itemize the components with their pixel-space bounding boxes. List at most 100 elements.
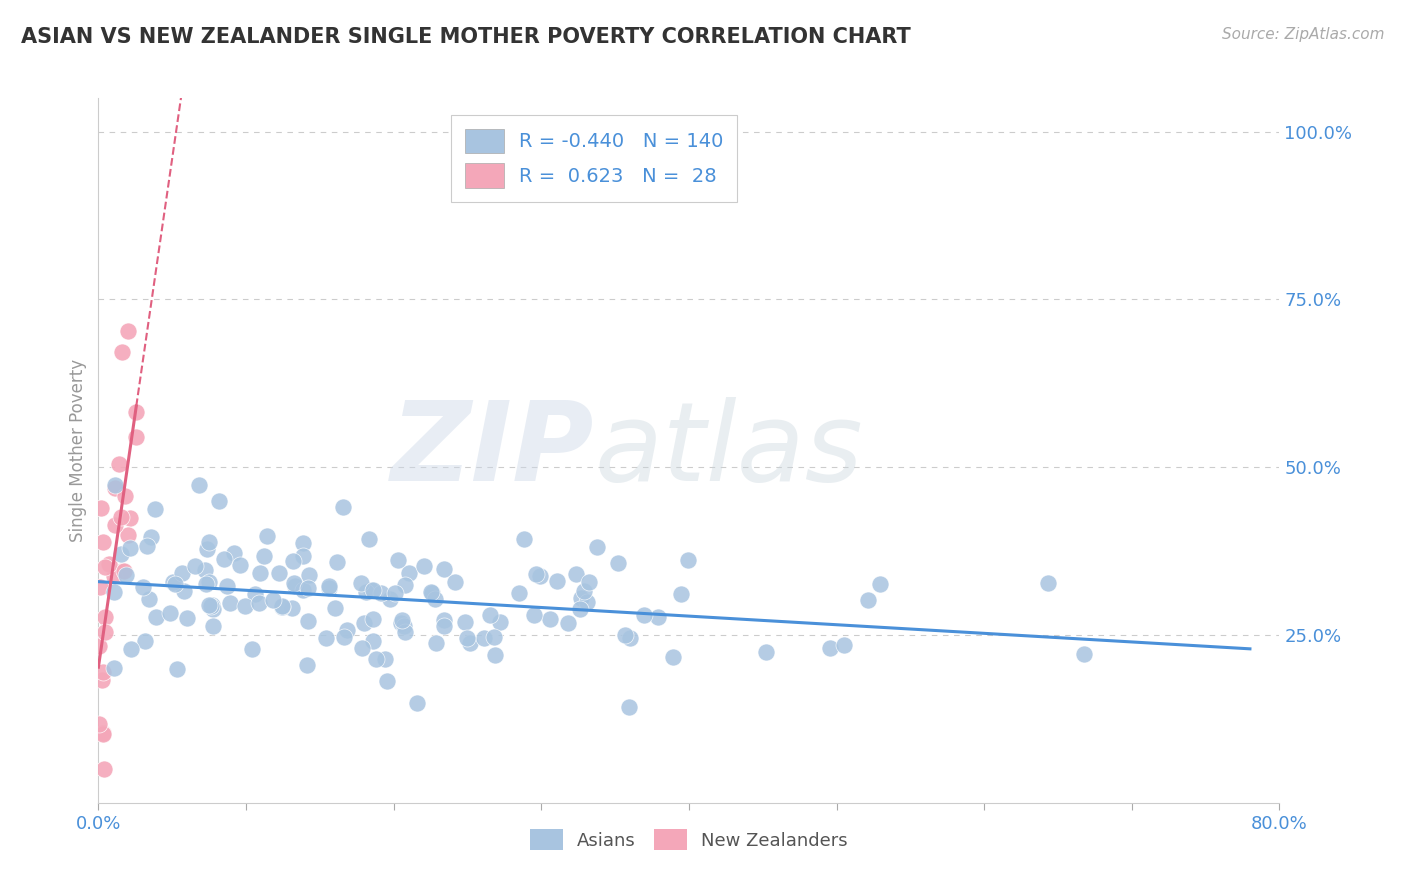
Point: [120, 641, 142, 656]
Point: [297, 581, 319, 595]
Point: [425, 636, 447, 650]
Point: [295, 658, 318, 673]
Point: [125, 405, 148, 419]
Text: Source: ZipAtlas.com: Source: ZipAtlas.com: [1222, 27, 1385, 42]
Point: [269, 566, 291, 581]
Point: [586, 541, 609, 555]
Point: [755, 645, 778, 659]
Point: [270, 599, 292, 613]
Point: [619, 632, 641, 646]
Point: [134, 633, 156, 648]
Point: [387, 552, 409, 566]
Point: [284, 579, 307, 593]
Point: [224, 545, 246, 559]
Point: [91, 673, 114, 687]
Point: [103, 569, 125, 583]
Point: [363, 612, 385, 626]
Point: [166, 662, 188, 676]
Point: [145, 610, 167, 624]
Point: [103, 661, 125, 675]
Point: [159, 606, 181, 620]
Point: [143, 502, 166, 516]
Point: [332, 630, 354, 644]
Text: ASIAN VS NEW ZEALANDER SINGLE MOTHER POVERTY CORRELATION CHART: ASIAN VS NEW ZEALANDER SINGLE MOTHER POV…: [21, 27, 911, 46]
Text: atlas: atlas: [595, 397, 863, 504]
Point: [572, 584, 595, 599]
Point: [104, 517, 127, 532]
Point: [557, 615, 579, 630]
Point: [389, 615, 412, 630]
Point: [240, 642, 263, 657]
Point: [569, 591, 592, 605]
Point: [110, 547, 132, 561]
Point: [217, 579, 239, 593]
Point: [433, 613, 456, 627]
Point: [198, 598, 221, 612]
Point: [245, 587, 267, 601]
Point: [184, 558, 207, 573]
Point: [318, 579, 340, 593]
Point: [669, 587, 692, 601]
Point: [195, 542, 218, 557]
Point: [201, 599, 224, 613]
Point: [378, 592, 401, 607]
Point: [336, 623, 359, 637]
Point: [662, 650, 685, 665]
Point: [472, 631, 495, 645]
Point: [318, 582, 340, 596]
Point: [94, 625, 117, 640]
Point: [94, 609, 117, 624]
Point: [112, 564, 135, 578]
Point: [323, 600, 346, 615]
Point: [117, 528, 139, 542]
Point: [110, 509, 132, 524]
Point: [131, 581, 153, 595]
Point: [103, 584, 125, 599]
Point: [104, 481, 127, 495]
Point: [454, 615, 477, 629]
Point: [460, 636, 482, 650]
Point: [118, 511, 141, 525]
Point: [361, 582, 384, 597]
Point: [176, 610, 198, 624]
Point: [425, 592, 447, 607]
Point: [578, 574, 600, 589]
Point: [479, 608, 502, 623]
Point: [193, 563, 215, 577]
Point: [104, 477, 127, 491]
Point: [568, 602, 591, 616]
Point: [1036, 576, 1059, 591]
Point: [114, 568, 136, 582]
Point: [332, 500, 354, 514]
Point: [375, 674, 398, 689]
Text: ZIP: ZIP: [391, 397, 595, 504]
Point: [443, 575, 465, 590]
Point: [869, 576, 891, 591]
Point: [111, 564, 134, 578]
Point: [298, 567, 321, 582]
Point: [488, 615, 510, 629]
Point: [523, 607, 546, 622]
Point: [350, 640, 373, 655]
Point: [350, 576, 373, 591]
Point: [433, 562, 456, 576]
Point: [202, 618, 225, 632]
Point: [576, 595, 599, 609]
Point: [353, 615, 375, 630]
Point: [565, 567, 588, 582]
Point: [200, 599, 222, 614]
Point: [256, 529, 278, 543]
Point: [398, 566, 420, 580]
Point: [93, 726, 115, 740]
Point: [98, 558, 121, 572]
Point: [93, 535, 115, 549]
Point: [283, 576, 305, 591]
Point: [125, 430, 148, 444]
Point: [359, 532, 381, 546]
Point: [280, 601, 302, 615]
Point: [364, 652, 387, 666]
Point: [173, 584, 195, 599]
Y-axis label: Single Mother Poverty: Single Mother Poverty: [69, 359, 87, 542]
Point: [188, 478, 211, 492]
Point: [228, 558, 250, 572]
